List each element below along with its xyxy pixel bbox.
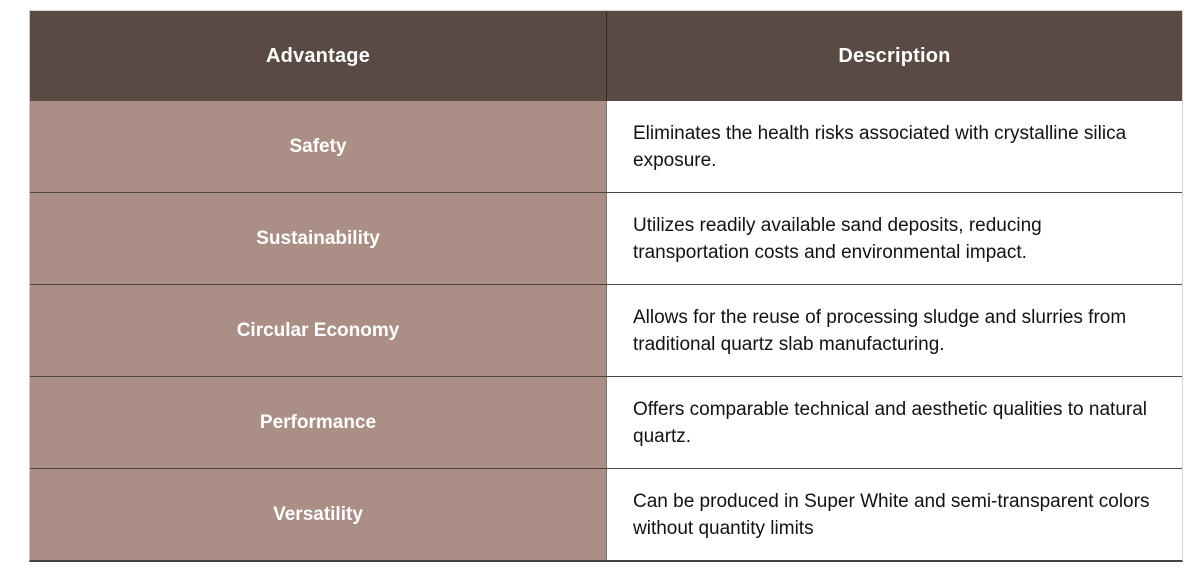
table-row: Performance Offers comparable technical … (30, 376, 1182, 468)
description-cell: Offers comparable technical and aestheti… (607, 377, 1182, 468)
advantage-label: Versatility (273, 503, 363, 525)
advantage-label: Sustainability (256, 227, 380, 249)
advantage-cell: Performance (30, 377, 607, 468)
advantage-cell: Versatility (30, 469, 607, 560)
table-header-row: Advantage Description (30, 11, 1182, 101)
description-cell: Allows for the reuse of processing sludg… (607, 285, 1182, 376)
advantage-cell: Safety (30, 101, 607, 192)
advantage-cell: Circular Economy (30, 285, 607, 376)
description-text: Utilizes readily available sand deposits… (633, 214, 1042, 263)
advantage-label: Circular Economy (236, 319, 400, 341)
advantage-label: Safety (289, 135, 347, 157)
column-header-description-label: Description (838, 44, 951, 67)
advantage-label: Performance (259, 411, 377, 433)
description-text: Offers comparable technical and aestheti… (633, 398, 1148, 447)
column-header-advantage: Advantage (30, 11, 607, 101)
table-row: Sustainability Utilizes readily availabl… (30, 192, 1182, 284)
description-text: Can be produced in Super White and semi-… (633, 490, 1150, 539)
description-text: Eliminates the health risks associated w… (633, 122, 1127, 171)
table-row: Circular Economy Allows for the reuse of… (30, 284, 1182, 376)
description-cell: Can be produced in Super White and semi-… (607, 469, 1182, 560)
description-cell: Utilizes readily available sand deposits… (607, 193, 1182, 284)
description-cell: Eliminates the health risks associated w… (607, 101, 1182, 192)
column-header-description: Description (607, 11, 1182, 101)
table-row: Versatility Can be produced in Super Whi… (30, 468, 1182, 560)
column-header-advantage-label: Advantage (265, 44, 371, 67)
advantages-table: Advantage Description Safety Eliminates … (29, 10, 1183, 562)
table-row: Safety Eliminates the health risks assoc… (30, 101, 1182, 192)
advantage-cell: Sustainability (30, 193, 607, 284)
description-text: Allows for the reuse of processing sludg… (633, 306, 1127, 355)
